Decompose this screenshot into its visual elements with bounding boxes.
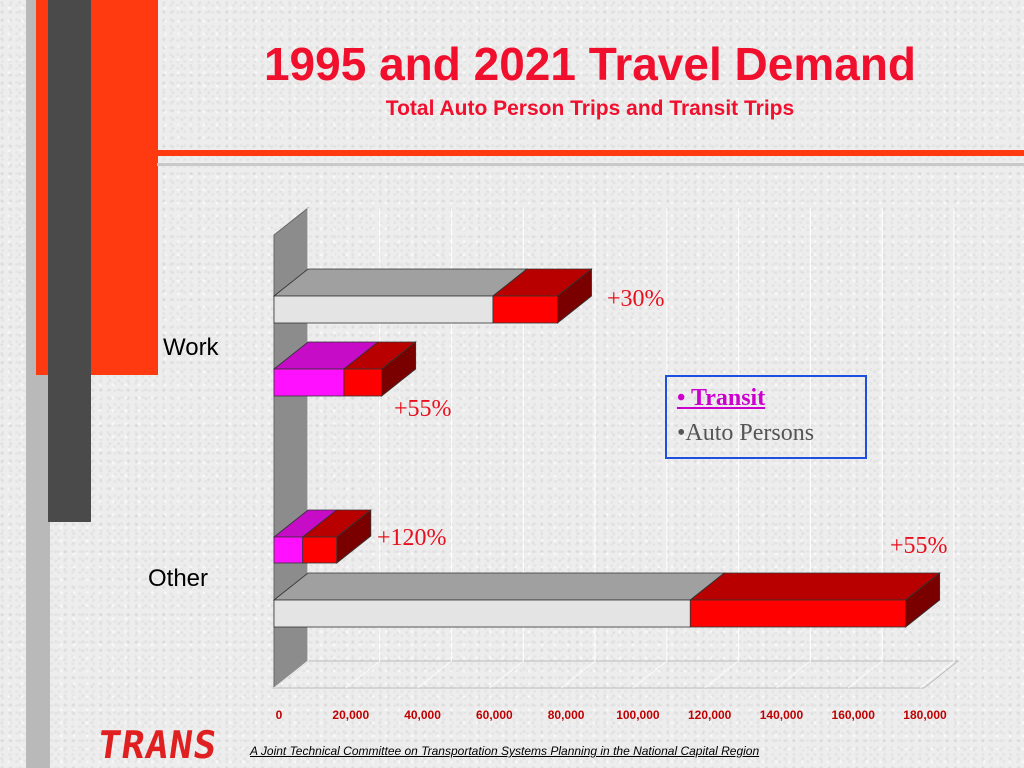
gridline-floor xyxy=(776,660,811,689)
gridline-floor xyxy=(704,660,739,689)
chart-floor xyxy=(272,660,960,689)
category-label-other: Other xyxy=(148,565,209,592)
bar-end-face xyxy=(905,572,941,628)
bar-growth-2021 xyxy=(343,368,383,397)
gridline-floor xyxy=(273,660,309,689)
gridline-floor xyxy=(560,660,596,689)
bar-base-1995 xyxy=(273,599,691,628)
gridline-floor xyxy=(417,660,452,689)
change-label: +120% xyxy=(377,525,447,551)
footer-text: A Joint Technical Committee on Transport… xyxy=(250,744,760,758)
x-tick-label: 120,000 xyxy=(688,708,732,722)
bar-end-face xyxy=(557,268,592,324)
chart-legend: • Transit •Auto Persons xyxy=(665,375,867,459)
gridline-floor xyxy=(489,660,524,689)
bar-base-1995 xyxy=(273,536,304,564)
change-label: +30% xyxy=(607,286,665,312)
bar-end-face xyxy=(336,509,372,564)
category-label-work: Work xyxy=(163,334,219,361)
bar-growth-2021 xyxy=(302,536,338,564)
x-tick-label: 100,000 xyxy=(616,708,660,722)
x-tick-label: 180,000 xyxy=(903,708,947,722)
bar-base-1995 xyxy=(273,295,494,324)
legend-entry-auto: •Auto Persons xyxy=(677,420,814,447)
title-rule-gray xyxy=(157,163,1024,166)
x-tick-label: 20,000 xyxy=(332,708,369,722)
bar-top-growth xyxy=(689,572,941,601)
legend-bullet: • xyxy=(677,385,691,411)
change-label: +55% xyxy=(394,396,452,422)
gridline-floor xyxy=(919,660,955,689)
x-tick-label: 60,000 xyxy=(476,708,513,722)
bar-growth-2021 xyxy=(689,599,907,628)
x-tick-label: 0 xyxy=(276,708,283,722)
x-tick-label: 140,000 xyxy=(760,708,804,722)
trans-logo: TRANS xyxy=(94,723,221,767)
bar-growth-2021 xyxy=(492,295,558,324)
legend-label-transit: Transit xyxy=(690,385,766,411)
change-label: +55% xyxy=(890,533,948,559)
bar-top-base xyxy=(272,268,529,297)
gridline-floor xyxy=(632,660,668,689)
gridline-floor xyxy=(847,660,883,689)
bar-base-1995 xyxy=(273,368,345,397)
title-rule-red xyxy=(157,150,1024,156)
legend-entry-transit: • Transit xyxy=(677,385,765,412)
page-subtitle: Total Auto Person Trips and Transit Trip… xyxy=(385,97,795,120)
page-title: 1995 and 2021 Travel Demand xyxy=(263,38,917,90)
bar-top-base xyxy=(272,572,726,601)
x-tick-label: 40,000 xyxy=(404,708,441,722)
x-tick-label: 80,000 xyxy=(548,708,585,722)
decor-stripe-dark xyxy=(48,0,91,522)
x-tick-label: 160,000 xyxy=(832,708,876,722)
legend-bullet: • xyxy=(677,420,686,446)
bar-end-face xyxy=(381,341,417,397)
gridline-floor xyxy=(345,660,381,689)
legend-label-auto: Auto Persons xyxy=(685,420,815,446)
